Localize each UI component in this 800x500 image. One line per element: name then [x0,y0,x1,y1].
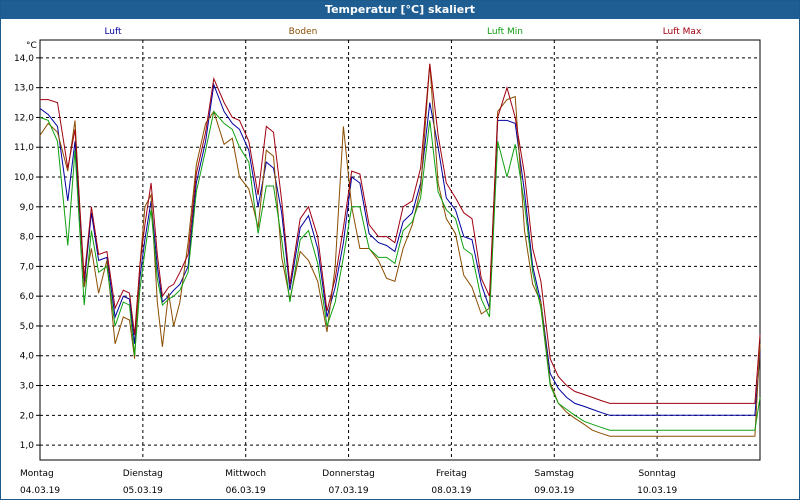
x-date-label: 10.03.19 [637,486,677,496]
series-line-luft-max [40,63,761,404]
y-tick-label: 2,0 [20,411,35,421]
x-date-label: 07.03.19 [329,486,369,496]
legend-entry: Luft Min [487,27,523,37]
x-day-label: Dienstag [123,469,163,479]
x-day-label: Samstag [535,469,574,479]
x-date-label: 04.03.19 [20,486,60,496]
x-date-label: 05.03.19 [123,486,163,496]
x-day-label: Freitag [436,469,467,479]
x-day-label: Donnerstag [322,469,375,479]
legend-entry: Luft Max [663,27,702,37]
series-line-luft-min [39,110,761,431]
legend-entry: Luft [104,27,122,37]
x-date-label: 06.03.19 [226,486,266,496]
x-day-label: Montag [20,469,54,479]
x-day-label: Mittwoch [225,469,266,479]
y-axis-label: °C [26,41,37,51]
plot-area [39,39,761,461]
y-tick-label: 14,0 [14,54,34,64]
window-title: Temperatur [°C] skaliert [1,1,799,19]
x-date-label: 09.03.19 [534,486,574,496]
y-tick-label: 4,0 [20,352,35,362]
y-tick-label: 12,0 [14,113,34,123]
y-tick-label: 5,0 [20,322,35,332]
y-tick-label: 10,0 [14,173,34,183]
series-line-luft [39,82,761,416]
x-day-label: Sonntag [638,469,675,479]
y-tick-label: 13,0 [14,84,34,94]
y-tick-label: 6,0 [20,292,35,302]
legend-entry: Boden [289,27,318,37]
y-tick-label: 11,0 [14,143,34,153]
y-tick-label: 8,0 [20,233,35,243]
y-tick-label: 1,0 [20,441,35,451]
y-tick-label: 3,0 [20,382,35,392]
y-tick-label: 7,0 [20,262,35,272]
y-tick-label: 9,0 [20,203,35,213]
x-date-label: 08.03.19 [431,486,471,496]
